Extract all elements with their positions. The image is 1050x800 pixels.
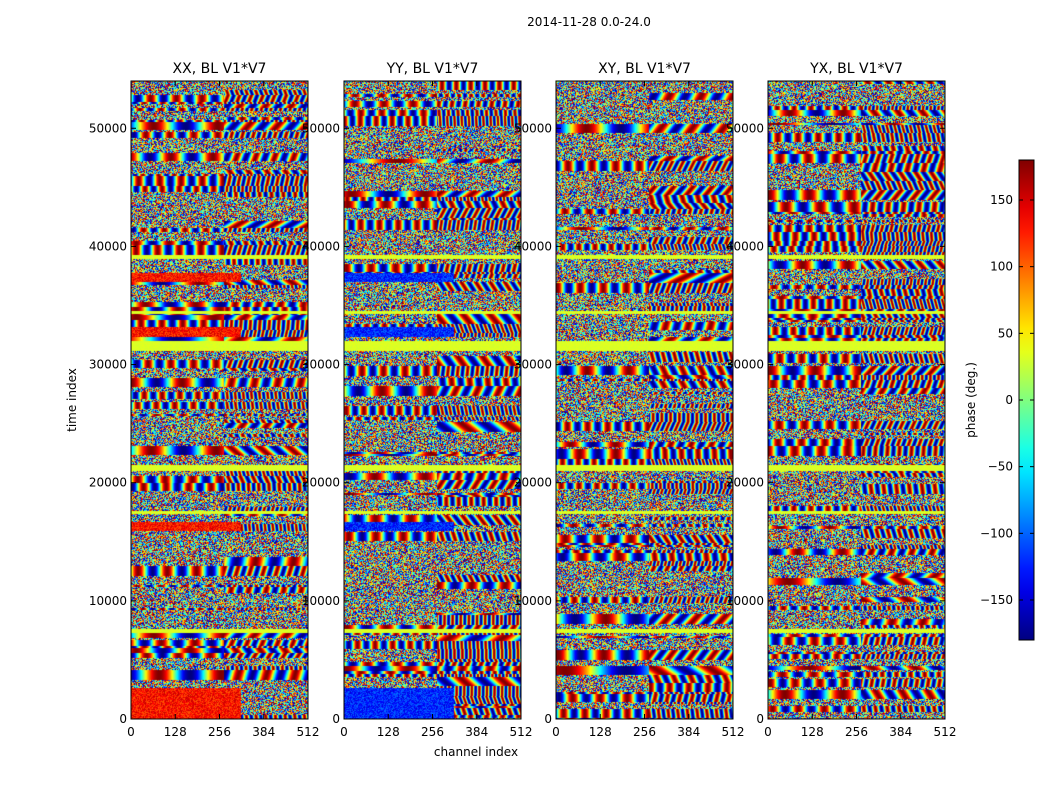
x-tick-label: 256: [208, 725, 231, 739]
y-tick-label: 40000: [514, 239, 552, 253]
y-tick-label: 30000: [514, 358, 552, 372]
colorbar-tick-label: −100: [980, 526, 1013, 540]
y-tick-label: 10000: [302, 594, 340, 608]
y-tick-label: 0: [332, 712, 340, 726]
y-axis-label: time index: [65, 368, 79, 432]
x-tick-label: 512: [934, 725, 957, 739]
panel-yy: YY, BL V1*V7 0 128 256 384 512 0 10000 20000 3000…: [302, 61, 533, 739]
x-tick-label: 128: [377, 725, 400, 739]
x-tick-label: 128: [164, 725, 187, 739]
x-axis-label: channel index: [434, 745, 518, 759]
y-tick-label: 20000: [514, 476, 552, 490]
colorbar-tick-label: 50: [998, 326, 1013, 340]
panel-title: XY, BL V1*V7: [598, 61, 691, 77]
colorbar-tick-label: 100: [990, 260, 1013, 274]
y-tick-label: 30000: [302, 358, 340, 372]
heatmap-xy: [556, 81, 733, 719]
panel-title: YY, BL V1*V7: [386, 61, 479, 77]
colorbar-tick-label: 150: [990, 193, 1013, 207]
heatmap-yx: [768, 81, 945, 719]
x-tick-label: 384: [889, 725, 912, 739]
x-tick-label: 512: [510, 725, 533, 739]
y-tick-label: 10000: [726, 594, 764, 608]
y-tick-label: 0: [544, 712, 552, 726]
y-tick-label: 40000: [89, 239, 127, 253]
x-tick-label: 512: [722, 725, 745, 739]
colorbar-label: phase (deg.): [964, 362, 978, 438]
x-tick-label: 384: [252, 725, 275, 739]
x-tick-label: 384: [677, 725, 700, 739]
y-tick-label: 20000: [89, 476, 127, 490]
x-tick-label: 256: [633, 725, 656, 739]
colorbar: −150 −100 −50 0 50 100 150: [980, 159, 1035, 641]
y-tick-label: 30000: [89, 358, 127, 372]
colorbar-tick-label: −150: [980, 593, 1013, 607]
panel-xy: XY, BL V1*V7 0 128 256 384 512 0 10000 20000 3000…: [514, 61, 745, 739]
x-tick-label: 0: [340, 725, 348, 739]
panel-yx: YX, BL V1*V7 0 128 256 384 512 0 10000 20000 3000…: [726, 61, 957, 739]
y-tick-label: 50000: [726, 121, 764, 135]
y-tick-label: 20000: [302, 476, 340, 490]
y-tick-label: 10000: [89, 594, 127, 608]
y-tick-label: 40000: [302, 239, 340, 253]
y-tick-label: 40000: [726, 239, 764, 253]
y-tick-label: 50000: [302, 121, 340, 135]
y-tick-label: 20000: [726, 476, 764, 490]
x-tick-label: 0: [127, 725, 135, 739]
y-tick-label: 30000: [726, 358, 764, 372]
y-tick-label: 0: [119, 712, 127, 726]
x-tick-label: 128: [801, 725, 824, 739]
heatmap-yy: [344, 81, 521, 719]
x-tick-label: 0: [764, 725, 772, 739]
heatmap-xx: [131, 81, 308, 719]
x-tick-label: 0: [552, 725, 560, 739]
panel-xx: XX, BL V1*V7 0 128 256 384 512 0 10000 20000 3000…: [89, 61, 320, 739]
figure-suptitle: 2014-11-28 0.0-24.0: [527, 15, 651, 29]
y-tick-label: 50000: [89, 121, 127, 135]
panels: XX, BL V1*V7 0 128 256 384 512 0 10000 20000 3000…: [89, 61, 957, 739]
y-tick-label: 50000: [514, 121, 552, 135]
colorbar-tick-label: −50: [988, 460, 1013, 474]
colorbar-tick-label: 0: [1005, 393, 1013, 407]
x-tick-label: 256: [845, 725, 868, 739]
x-tick-label: 256: [421, 725, 444, 739]
panel-title: YX, BL V1*V7: [809, 61, 903, 77]
x-tick-label: 128: [589, 725, 612, 739]
panel-title: XX, BL V1*V7: [173, 61, 267, 77]
x-tick-label: 512: [297, 725, 320, 739]
y-tick-label: 10000: [514, 594, 552, 608]
y-tick-label: 0: [756, 712, 764, 726]
x-tick-label: 384: [465, 725, 488, 739]
